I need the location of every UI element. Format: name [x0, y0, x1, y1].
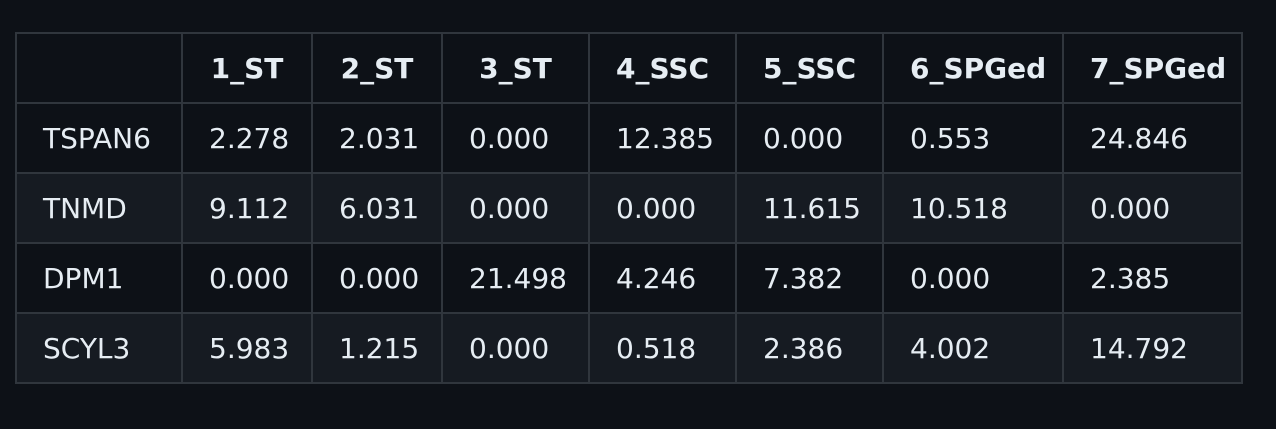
table-cell: 2.385: [1062, 242, 1243, 314]
table-cell: 14.792: [1062, 312, 1243, 384]
table-header-row: 1_ST 2_ST 3_ST 4_SSC 5_SSC 6_SPGed 7_SPG…: [15, 32, 1243, 104]
table-row: SCYL3 5.983 1.215 0.000 0.518 2.386 4.00…: [15, 312, 1243, 384]
table-cell: 2.386: [735, 312, 884, 384]
row-label: TNMD: [15, 172, 183, 244]
table-cell: 21.498: [441, 242, 590, 314]
table-cell: 2.031: [311, 102, 443, 174]
data-table-container: 1_ST 2_ST 3_ST 4_SSC 5_SSC 6_SPGed 7_SPG…: [15, 32, 1243, 384]
table-cell: 0.000: [441, 102, 590, 174]
table-cell: 0.000: [1062, 172, 1243, 244]
table-cell: 5.983: [181, 312, 313, 384]
column-header: 2_ST: [311, 32, 443, 104]
table-cell: 2.278: [181, 102, 313, 174]
column-header: 6_SPGed: [882, 32, 1064, 104]
table-cell: 0.553: [882, 102, 1064, 174]
column-header: 5_SSC: [735, 32, 884, 104]
table-cell: 11.615: [735, 172, 884, 244]
table-cell: 1.215: [311, 312, 443, 384]
table-cell: 0.518: [588, 312, 737, 384]
table-row: TSPAN6 2.278 2.031 0.000 12.385 0.000 0.…: [15, 102, 1243, 174]
table-cell: 4.246: [588, 242, 737, 314]
row-label: SCYL3: [15, 312, 183, 384]
row-label: TSPAN6: [15, 102, 183, 174]
row-label: DPM1: [15, 242, 183, 314]
table-cell: 0.000: [882, 242, 1064, 314]
table-cell: 4.002: [882, 312, 1064, 384]
table-cell: 9.112: [181, 172, 313, 244]
table-cell: 7.382: [735, 242, 884, 314]
column-header: 1_ST: [181, 32, 313, 104]
table-row: DPM1 0.000 0.000 21.498 4.246 7.382 0.00…: [15, 242, 1243, 314]
column-header: 3_ST: [441, 32, 590, 104]
table-cell: 0.000: [588, 172, 737, 244]
table-cell: 0.000: [181, 242, 313, 314]
expression-table: 1_ST 2_ST 3_ST 4_SSC 5_SSC 6_SPGed 7_SPG…: [15, 32, 1243, 384]
table-cell: 10.518: [882, 172, 1064, 244]
table-row: TNMD 9.112 6.031 0.000 0.000 11.615 10.5…: [15, 172, 1243, 244]
table-cell: 12.385: [588, 102, 737, 174]
table-cell: 0.000: [311, 242, 443, 314]
table-cell: 0.000: [441, 172, 590, 244]
corner-header-cell: [15, 32, 183, 104]
table-cell: 24.846: [1062, 102, 1243, 174]
table-cell: 0.000: [735, 102, 884, 174]
table-cell: 0.000: [441, 312, 590, 384]
column-header: 4_SSC: [588, 32, 737, 104]
column-header: 7_SPGed: [1062, 32, 1243, 104]
table-cell: 6.031: [311, 172, 443, 244]
